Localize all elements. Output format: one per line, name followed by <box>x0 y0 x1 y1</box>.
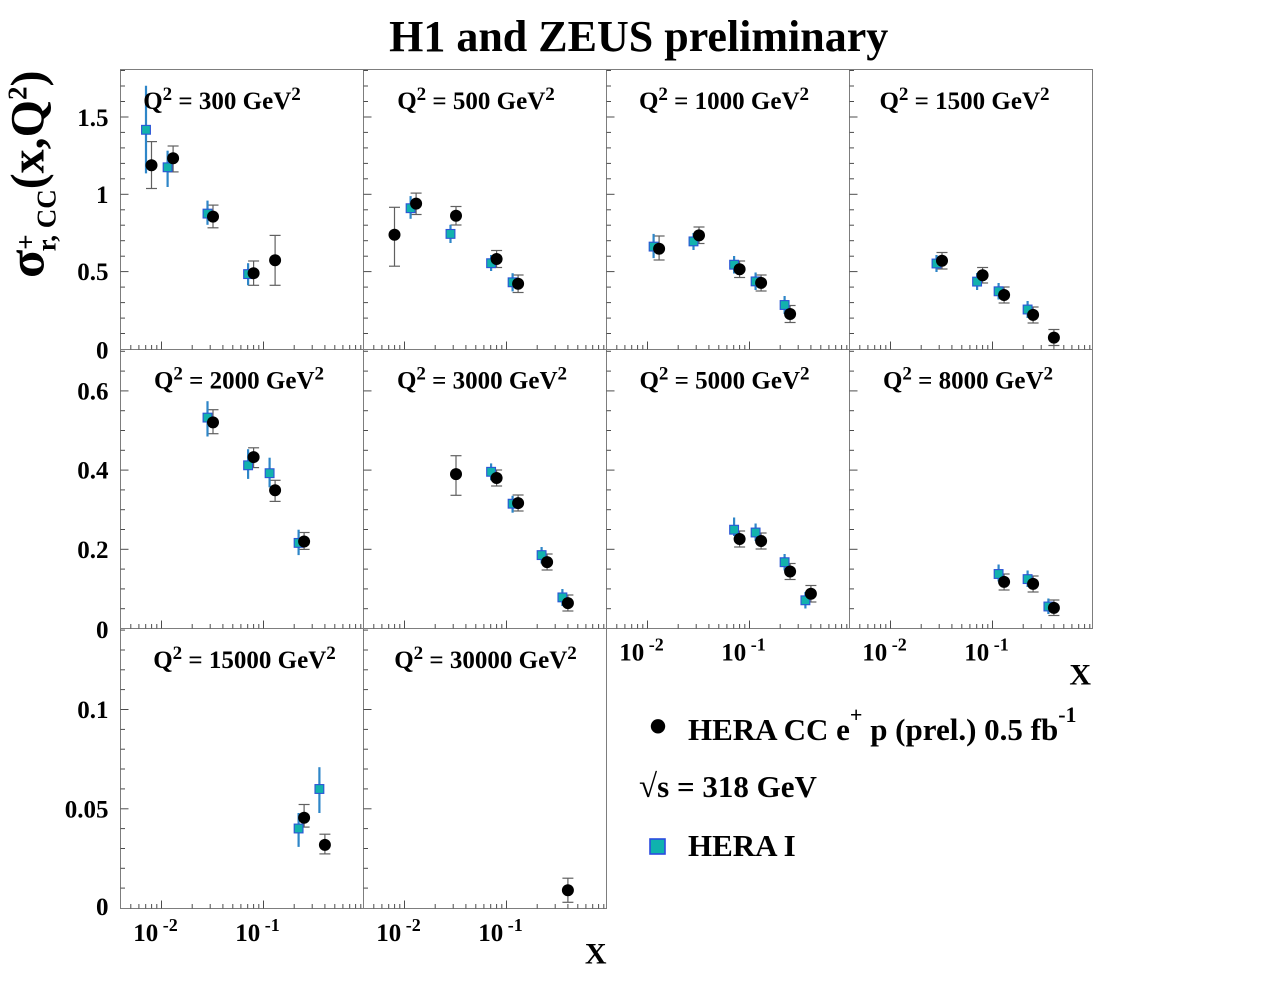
svg-text:Q2 = 30000 GeV2: Q2 = 30000 GeV2 <box>394 643 577 674</box>
svg-text:Q2 = 3000 GeV2: Q2 = 3000 GeV2 <box>397 364 567 395</box>
svg-text:Q2 = 5000 GeV2: Q2 = 5000 GeV2 <box>639 364 809 395</box>
svg-text:0: 0 <box>96 338 109 365</box>
svg-text:0.2: 0.2 <box>77 537 108 564</box>
svg-text:0.6: 0.6 <box>77 378 108 405</box>
svg-text:Q2 = 1500 GeV2: Q2 = 1500 GeV2 <box>879 84 1049 115</box>
svg-text:1: 1 <box>96 182 109 209</box>
svg-text:Q2 = 8000 GeV2: Q2 = 8000 GeV2 <box>883 364 1053 395</box>
svg-text:10 -1: 10 -1 <box>721 635 766 667</box>
svg-text:σ+r, CC(x,Q2): σ+r, CC(x,Q2) <box>0 70 62 278</box>
svg-text:0.1: 0.1 <box>77 697 108 724</box>
svg-text:Q2 = 2000 GeV2: Q2 = 2000 GeV2 <box>154 364 324 395</box>
svg-text:0: 0 <box>96 617 109 644</box>
svg-text:Q2 = 15000 GeV2: Q2 = 15000 GeV2 <box>153 643 336 674</box>
svg-text:H1 and ZEUS preliminary: H1 and ZEUS preliminary <box>389 12 888 61</box>
svg-text:HERA I: HERA I <box>688 828 796 863</box>
svg-text:X: X <box>1069 659 1091 692</box>
svg-text:10 -2: 10 -2 <box>133 915 178 947</box>
svg-text:Q2 = 300 GeV2: Q2 = 300 GeV2 <box>143 84 301 115</box>
svg-text:0.5: 0.5 <box>77 259 108 286</box>
svg-text:0.4: 0.4 <box>77 458 109 485</box>
svg-text:0.05: 0.05 <box>65 796 109 823</box>
svg-text:Q2 = 1000 GeV2: Q2 = 1000 GeV2 <box>639 84 809 115</box>
svg-text:√s = 318 GeV: √s = 318 GeV <box>639 769 817 805</box>
svg-text:1.5: 1.5 <box>77 105 108 132</box>
svg-text:X: X <box>585 938 607 971</box>
svg-text:0: 0 <box>96 894 109 921</box>
